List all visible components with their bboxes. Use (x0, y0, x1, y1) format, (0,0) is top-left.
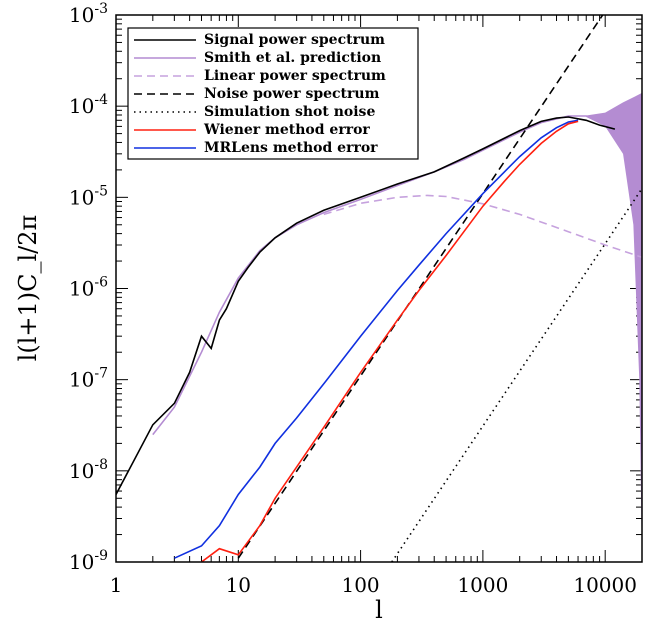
legend-label: Signal power spectrum (204, 32, 385, 48)
plot-frame (115, 14, 643, 563)
series-line-smith-et-al-prediction (152, 115, 642, 436)
x-tick-label: 1000 (457, 573, 508, 597)
series-line-linear-power-spectrum (323, 194, 642, 259)
y-tick-label: 10-6 (69, 275, 108, 301)
uncertainty-bands (586, 92, 642, 562)
series-lines (116, 15, 642, 562)
x-tick-label: 100 (341, 573, 379, 597)
y-axis-title: l(l+1)C_l/2π (14, 215, 42, 362)
legend-label: Wiener method error (203, 122, 370, 138)
series-line-noise-power-spectrum (237, 15, 604, 559)
legend-label: MRLens method error (204, 140, 378, 156)
x-tick-label: 1 (110, 573, 123, 597)
y-tick-label: 10-9 (69, 548, 108, 574)
y-tick-label: 10-3 (69, 1, 108, 27)
legend-label: Noise power spectrum (204, 86, 380, 102)
legend-label: Linear power spectrum (204, 68, 386, 84)
y-tick-label: 10-8 (69, 457, 108, 483)
smith-uncertainty-band (586, 92, 642, 562)
series-line-wiener-method-error (201, 120, 579, 562)
y-tick-label: 10-4 (69, 92, 108, 118)
legend: Signal power spectrum Smith et al. predic… (127, 27, 419, 160)
x-tick-label: 10000 (573, 573, 637, 597)
x-axis-title: l (375, 596, 383, 624)
legend-label: Simulation shot noise (204, 104, 375, 120)
series-line-signal-power-spectrum (116, 116, 616, 495)
legend-label: Smith et al. prediction (204, 50, 381, 66)
x-tick-label: 10 (226, 573, 251, 597)
y-tick-label: 10-7 (69, 366, 108, 392)
series-line-mrlens-method-error (174, 119, 579, 559)
y-tick-label: 10-5 (69, 183, 108, 209)
